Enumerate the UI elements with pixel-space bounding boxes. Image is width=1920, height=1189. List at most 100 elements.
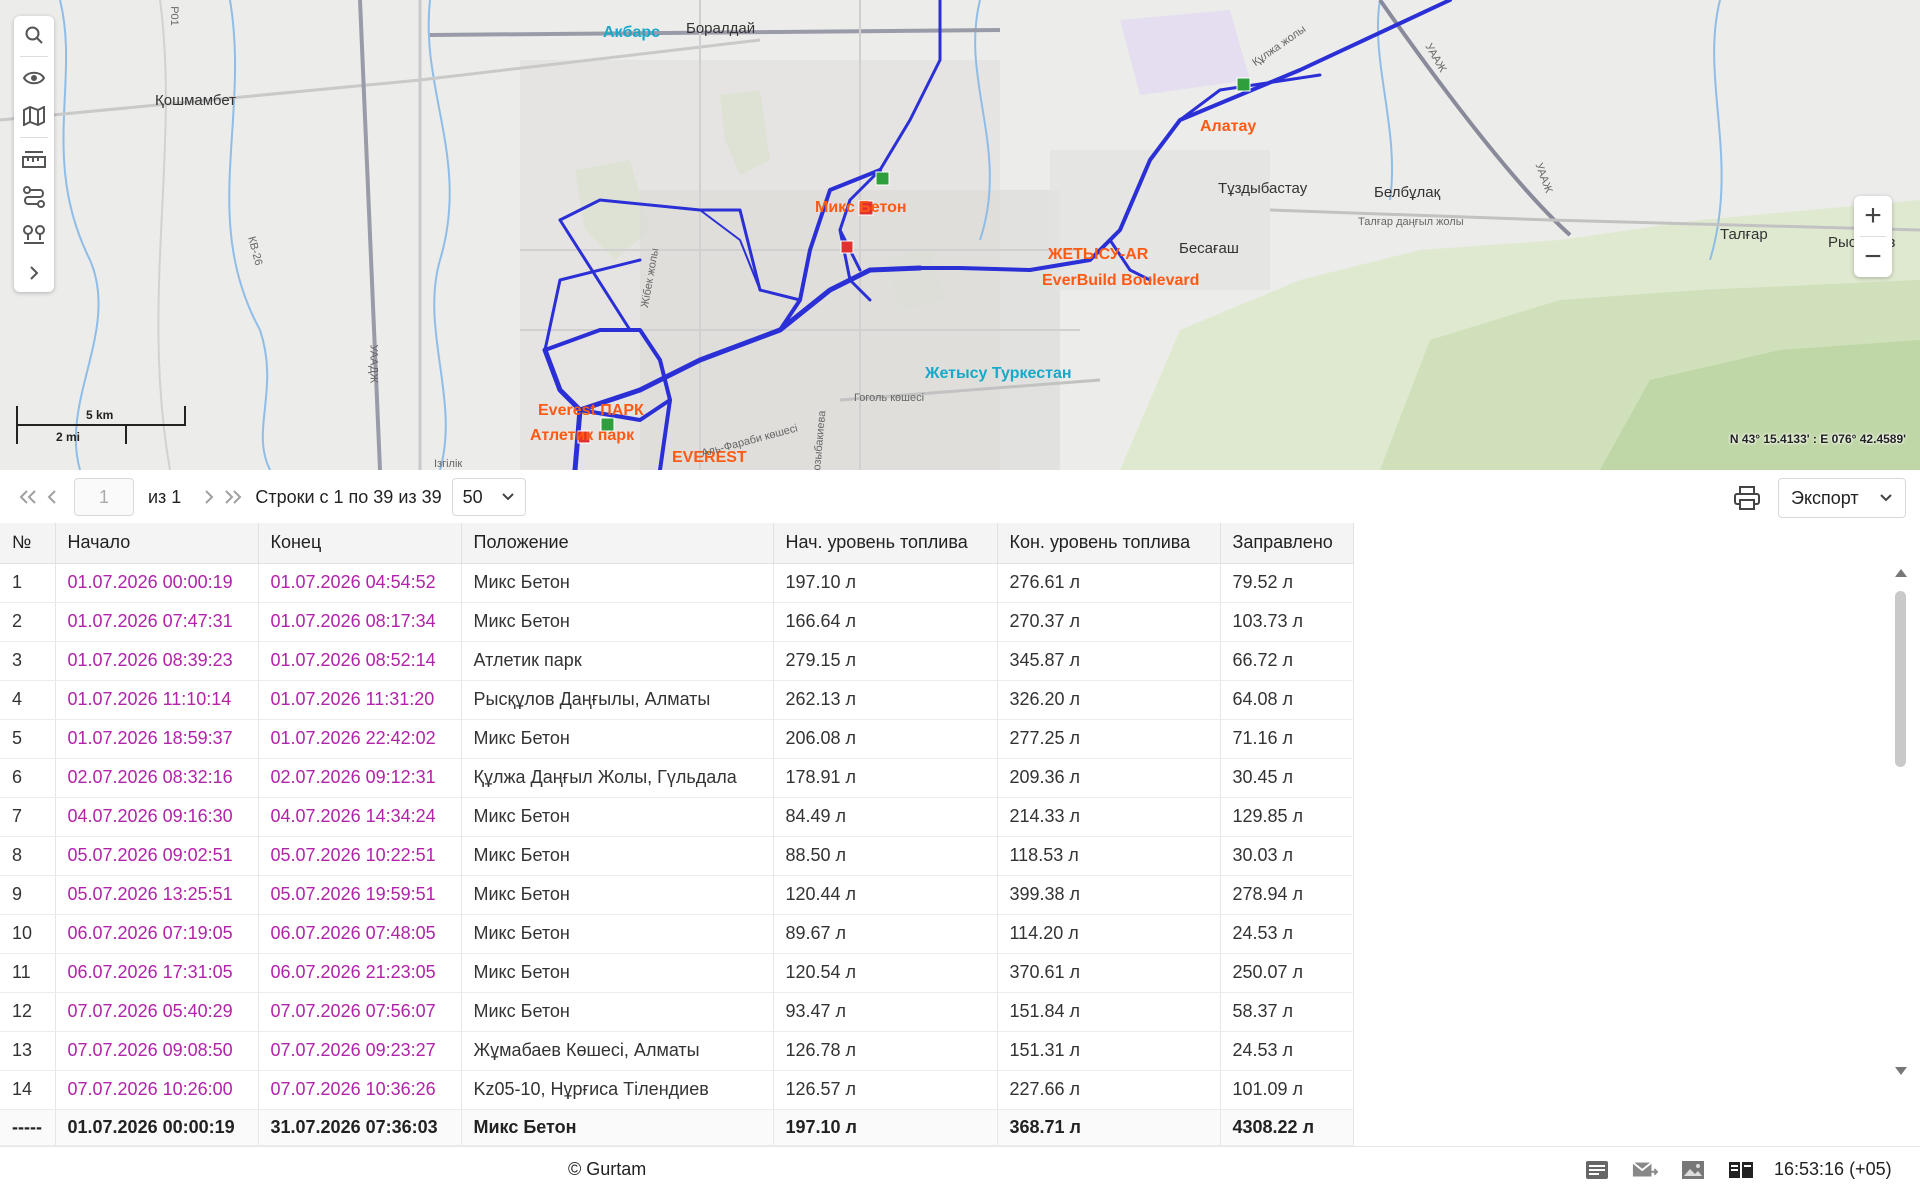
table-row[interactable]: 12 07.07.2026 05:40:29 07.07.2026 07:56:07… bbox=[0, 992, 1354, 1032]
row-refueled: 24.53 л bbox=[1220, 1031, 1354, 1071]
zoom-in-button[interactable]: + bbox=[1864, 199, 1882, 232]
table-row[interactable]: 7 04.07.2026 09:16:30 04.07.2026 14:34:24 М… bbox=[0, 797, 1354, 837]
scroll-down-icon[interactable] bbox=[1895, 1067, 1907, 1075]
row-start-time[interactable]: 05.07.2026 09:02:51 bbox=[55, 836, 259, 876]
map-poi-zhetysu[interactable]: ЖЕТЫСУ-AR bbox=[1048, 246, 1149, 263]
print-button[interactable] bbox=[1730, 482, 1764, 514]
row-start-time[interactable]: 06.07.2026 07:19:05 bbox=[55, 914, 259, 954]
row-start-time[interactable]: 02.07.2026 08:32:16 bbox=[55, 758, 259, 798]
row-refueled: 250.07 л bbox=[1220, 953, 1354, 993]
table-row[interactable]: 3 01.07.2026 08:39:23 01.07.2026 08:52:14 А… bbox=[0, 641, 1354, 681]
col-header-fuel-end[interactable]: Кон. уровень топлива bbox=[997, 523, 1221, 564]
page-number-input[interactable] bbox=[74, 478, 134, 516]
row-start-time[interactable]: 01.07.2026 11:10:14 bbox=[55, 680, 259, 720]
row-end-time[interactable]: 01.07.2026 22:42:02 bbox=[258, 719, 462, 759]
prev-page-icon[interactable] bbox=[40, 482, 64, 512]
chevron-right-icon[interactable] bbox=[14, 254, 54, 292]
row-end-time[interactable]: 01.07.2026 04:54:52 bbox=[258, 563, 462, 603]
map-poi-everbuild[interactable]: EverBuild Boulevard bbox=[1042, 272, 1200, 289]
row-end-time[interactable]: 07.07.2026 10:36:26 bbox=[258, 1070, 462, 1110]
rows-per-page-select[interactable]: 50 bbox=[451, 478, 526, 516]
row-end-time[interactable]: 06.07.2026 21:23:05 bbox=[258, 953, 462, 993]
col-header-location[interactable]: Положение bbox=[461, 523, 774, 564]
col-header-number[interactable]: № bbox=[0, 523, 56, 564]
table-row[interactable]: 4 01.07.2026 11:10:14 01.07.2026 11:31:20 Р… bbox=[0, 680, 1354, 720]
search-icon[interactable] bbox=[14, 16, 54, 54]
geofence-icon[interactable] bbox=[14, 216, 54, 254]
table-row[interactable]: 11 06.07.2026 17:31:05 06.07.2026 21:23:05… bbox=[0, 953, 1354, 993]
row-start-time[interactable]: 01.07.2026 07:47:31 bbox=[55, 602, 259, 642]
row-end-time[interactable]: 04.07.2026 14:34:24 bbox=[258, 797, 462, 837]
row-start-time[interactable]: 01.07.2026 00:00:19 bbox=[55, 563, 259, 603]
first-page-icon[interactable] bbox=[16, 482, 40, 512]
book-icon[interactable] bbox=[1728, 1159, 1754, 1181]
row-fuel-start: 262.13 л bbox=[773, 680, 998, 720]
zoom-out-button[interactable]: − bbox=[1864, 240, 1882, 273]
row-end-time[interactable]: 06.07.2026 07:48:05 bbox=[258, 914, 462, 954]
row-start-time[interactable]: 01.07.2026 18:59:37 bbox=[55, 719, 259, 759]
row-end-time[interactable]: 05.07.2026 19:59:51 bbox=[258, 875, 462, 915]
map-background bbox=[0, 0, 1920, 470]
row-start-time[interactable]: 07.07.2026 05:40:29 bbox=[55, 992, 259, 1032]
table-scrollbar[interactable] bbox=[1893, 563, 1907, 1075]
map-poi-atletik[interactable]: Атлетик парк bbox=[530, 427, 635, 444]
table-row[interactable]: 2 01.07.2026 07:47:31 01.07.2026 08:17:34 М… bbox=[0, 602, 1354, 642]
row-location: Kz05-10, Нұрғиса Тілендиев bbox=[461, 1070, 774, 1110]
last-page-icon[interactable] bbox=[221, 482, 245, 512]
status-bar: © Gurtam 16:53:16 (+05) bbox=[0, 1146, 1920, 1189]
total-cell: Микс Бетон bbox=[461, 1108, 774, 1146]
table-row[interactable]: 13 07.07.2026 09:08:50 07.07.2026 09:23:27… bbox=[0, 1031, 1354, 1071]
row-start-time[interactable]: 04.07.2026 09:16:30 bbox=[55, 797, 259, 837]
row-location: Рысқұлов Даңғылы, Алматы bbox=[461, 680, 774, 720]
row-end-time[interactable]: 07.07.2026 09:23:27 bbox=[258, 1031, 462, 1071]
col-header-start[interactable]: Начало bbox=[55, 523, 259, 564]
row-end-time[interactable]: 01.07.2026 08:17:34 bbox=[258, 602, 462, 642]
table-row[interactable]: 9 05.07.2026 13:25:51 05.07.2026 19:59:51 М… bbox=[0, 875, 1354, 915]
col-header-end[interactable]: Конец bbox=[258, 523, 462, 564]
export-button[interactable]: Экспорт bbox=[1778, 478, 1906, 518]
image-icon[interactable] bbox=[1680, 1159, 1706, 1181]
row-start-time[interactable]: 07.07.2026 10:26:00 bbox=[55, 1070, 259, 1110]
table-row[interactable]: 5 01.07.2026 18:59:37 01.07.2026 22:42:02 М… bbox=[0, 719, 1354, 759]
rows-per-page-value: 50 bbox=[462, 486, 483, 507]
route-icon[interactable] bbox=[14, 178, 54, 216]
table-row[interactable]: 1 01.07.2026 00:00:19 01.07.2026 04:54:52 М… bbox=[0, 563, 1354, 603]
next-page-icon[interactable] bbox=[197, 482, 221, 512]
table-row[interactable]: 10 06.07.2026 07:19:05 06.07.2026 07:48:05… bbox=[0, 914, 1354, 954]
row-end-time[interactable]: 05.07.2026 10:22:51 bbox=[258, 836, 462, 876]
eye-icon[interactable] bbox=[14, 59, 54, 97]
row-start-time[interactable]: 06.07.2026 17:31:05 bbox=[55, 953, 259, 993]
row-end-time[interactable]: 01.07.2026 11:31:20 bbox=[258, 680, 462, 720]
col-header-fuel-start[interactable]: Нач. уровень топлива bbox=[773, 523, 998, 564]
row-fuel-start: 126.57 л bbox=[773, 1070, 998, 1110]
row-start-time[interactable]: 07.07.2026 09:08:50 bbox=[55, 1031, 259, 1071]
map-view[interactable]: Акбарс Боралдай Қошмамбет Микс Бетон Ала… bbox=[0, 0, 1920, 470]
col-header-refueled[interactable]: Заправлено bbox=[1220, 523, 1354, 564]
row-number: 9 bbox=[0, 875, 56, 915]
table-row[interactable]: 6 02.07.2026 08:32:16 02.07.2026 09:12:31 Қ… bbox=[0, 758, 1354, 798]
table-row[interactable]: 8 05.07.2026 09:02:51 05.07.2026 10:22:51 М… bbox=[0, 836, 1354, 876]
row-end-time[interactable]: 01.07.2026 08:52:14 bbox=[258, 641, 462, 681]
row-start-time[interactable]: 01.07.2026 08:39:23 bbox=[55, 641, 259, 681]
messages-icon[interactable] bbox=[1584, 1159, 1610, 1181]
clock: 16:53:16 (+05) bbox=[1774, 1159, 1892, 1179]
map-label-akbars: Акбарс bbox=[603, 24, 661, 41]
scroll-up-icon[interactable] bbox=[1895, 569, 1907, 577]
row-start-time[interactable]: 05.07.2026 13:25:51 bbox=[55, 875, 259, 915]
map-poi-mix-beton[interactable]: Микс Бетон bbox=[815, 199, 907, 216]
map-poi-everest-park[interactable]: Everest ПАРК bbox=[538, 402, 644, 419]
map-poi-everest[interactable]: EVEREST bbox=[672, 449, 747, 466]
row-refueled: 30.45 л bbox=[1220, 758, 1354, 798]
mail-icon[interactable] bbox=[1632, 1159, 1658, 1181]
map-label-street4: Ізгілік bbox=[434, 458, 463, 470]
row-fuel-end: 209.36 л bbox=[997, 758, 1221, 798]
table-row[interactable]: 14 07.07.2026 10:26:00 07.07.2026 10:36:26… bbox=[0, 1070, 1354, 1110]
row-end-time[interactable]: 02.07.2026 09:12:31 bbox=[258, 758, 462, 798]
ruler-icon[interactable] bbox=[14, 140, 54, 178]
map-icon[interactable] bbox=[14, 97, 54, 135]
row-refueled: 24.53 л bbox=[1220, 914, 1354, 954]
row-fuel-end: 370.61 л bbox=[997, 953, 1221, 993]
row-end-time[interactable]: 07.07.2026 07:56:07 bbox=[258, 992, 462, 1032]
scrollbar-thumb[interactable] bbox=[1895, 591, 1906, 767]
refuel-table: № Начало Конец Положение Нач. уровень то… bbox=[0, 523, 1920, 1146]
